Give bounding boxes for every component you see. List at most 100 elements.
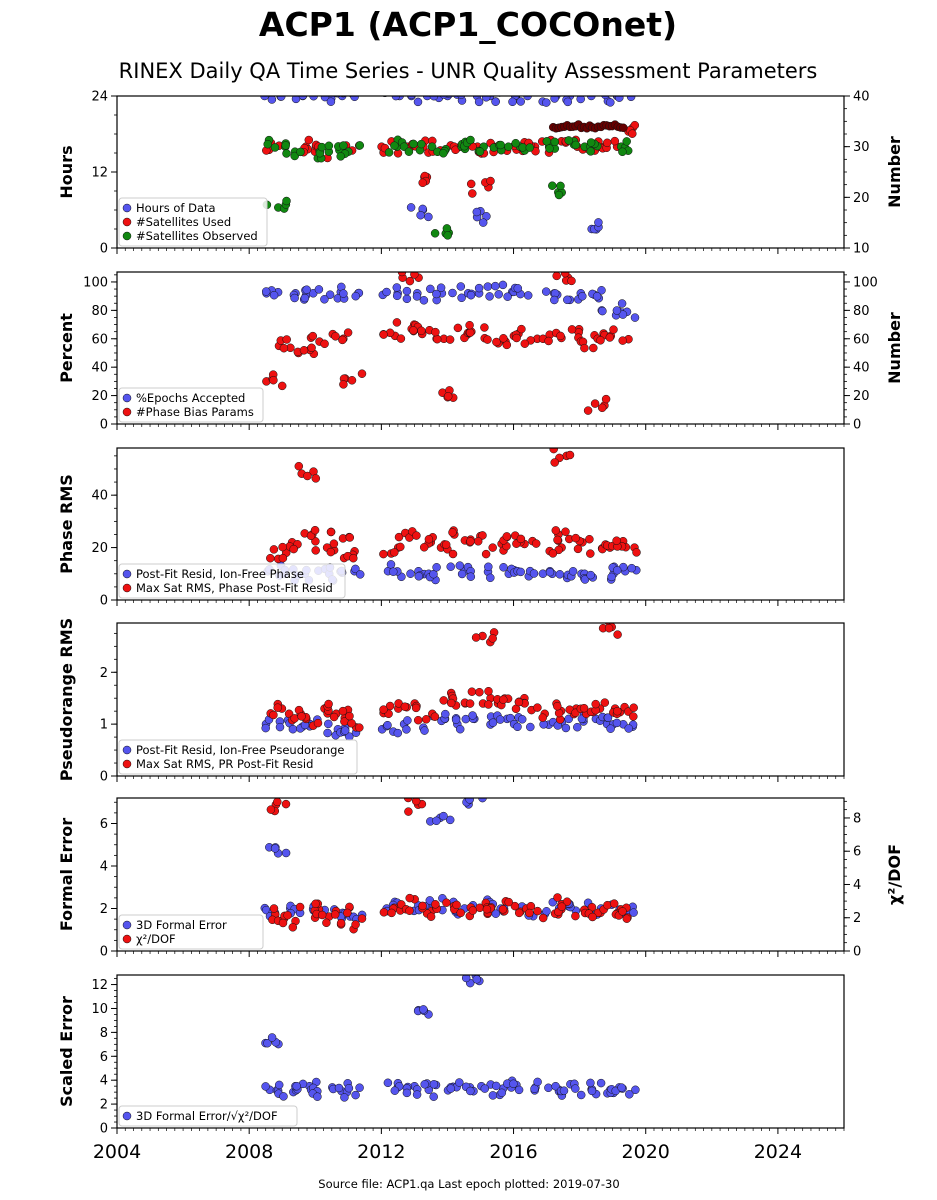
point-p2-0-8-3 (456, 282, 466, 291)
point-p4-0-10-4 (488, 718, 498, 727)
ylabel-p1: Hours (57, 145, 76, 198)
point-p4-0-9-4 (468, 711, 477, 720)
point-p5-0-17-4 (465, 798, 474, 804)
point-p5-1-10-2 (456, 908, 465, 918)
point-p5-1-20-3 (622, 914, 632, 923)
scatter-p1 (260, 85, 640, 240)
point-p2-0-4-4 (351, 291, 360, 301)
point-p1-0-11-0 (523, 96, 532, 101)
point-p2-0-14-4 (592, 292, 602, 301)
point-p3-0-9-4 (484, 562, 493, 572)
point-p2-1-9-4 (445, 335, 455, 344)
point-p1-2-15-4 (622, 137, 631, 146)
point-p1-2-2-4 (317, 142, 327, 152)
point-p3-1-4-3 (326, 527, 336, 537)
legend-marker-p3-0 (122, 569, 132, 579)
point-p4-1-20-2 (629, 712, 638, 721)
point-p2-1-14-2 (512, 333, 521, 343)
point-p1-0-1-3 (299, 86, 307, 94)
point-p3-1-21-2 (303, 471, 312, 481)
point-p2-0-1-3 (290, 293, 299, 303)
figure-subtitle: RINEX Daily QA Time Series - UNR Quality… (119, 59, 818, 83)
point-p4-1-8-4 (413, 715, 423, 725)
xtick-label-5: 2024 (754, 1141, 802, 1163)
legend-label-p2-0: %Epochs Accepted (136, 391, 245, 405)
point-p4-0-6-3 (402, 725, 411, 734)
point-p5-1-11-3 (468, 906, 478, 915)
point-p2-0-12-1 (541, 287, 551, 296)
point-p3-1-0-3 (278, 553, 288, 563)
point-p4-0-1-3 (288, 724, 298, 734)
point-p1-2-1-3 (290, 151, 299, 161)
point-p4-1-0-3 (273, 703, 282, 712)
point-p1-0-16-3 (424, 212, 433, 222)
point-p5-1-1-3 (278, 918, 288, 928)
point-p3-0-9-3 (486, 573, 495, 583)
ytick-right-label-p1-3: 40 (853, 90, 870, 105)
point-p6-0-23-4 (267, 1033, 277, 1042)
point-p1-0-10-2 (497, 85, 505, 93)
ytick-label-p2-3: 60 (91, 332, 108, 347)
point-p2-1-4-1 (338, 335, 347, 345)
point-p2-0-10-3 (498, 280, 508, 290)
ytick-label-p2-0: 0 (100, 418, 108, 433)
point-p2-1-9-3 (431, 327, 440, 337)
series-p3-1 (266, 448, 641, 564)
point-p3-1-10-3 (448, 528, 457, 537)
point-p1-0-16-2 (406, 203, 416, 212)
point-p1-0-4-4 (400, 86, 408, 94)
ylabel-right-p1: Number (885, 136, 904, 208)
point-p6-0-23-1 (263, 1038, 272, 1048)
legend-marker-p1-0 (122, 203, 132, 213)
point-p6-0-4-4 (334, 1083, 344, 1093)
point-p5-1-13-4 (498, 905, 508, 914)
point-p6-0-14-4 (514, 1085, 524, 1095)
point-p4-0-11-3 (513, 722, 522, 732)
source-footer: Source file: ACP1.qa Last epoch plotted:… (318, 1177, 619, 1191)
ytick-label-p4-0: 0 (100, 770, 108, 785)
point-p4-0-0-2 (275, 722, 285, 732)
point-p1-0-14-1 (604, 86, 612, 94)
legend-box-p5 (118, 914, 264, 950)
ytick-right-label-p2-3: 60 (853, 332, 870, 347)
point-p3-1-16-1 (551, 526, 561, 535)
ytick-label-p3-1: 20 (91, 541, 108, 556)
point-p4-1-1-4 (290, 714, 299, 723)
point-p3-1-3-2 (329, 539, 339, 548)
point-p5-1-0-2 (269, 904, 279, 913)
ytick-label-p6-5: 10 (91, 1002, 108, 1017)
point-p2-1-4-4 (331, 332, 340, 341)
point-p1-0-14-4 (601, 96, 610, 100)
point-p6-0-8-4 (420, 1080, 429, 1089)
point-p2-0-0-3 (261, 287, 271, 296)
panel-p5: 0 2 4 6 0 2 4 6 8 χ²/DOF Formal Error 3D Formal Err… (57, 797, 904, 960)
point-p4-0-13-1 (561, 723, 571, 733)
point-p1-2-16-3 (282, 196, 291, 206)
point-p2-0-6-1 (419, 296, 429, 305)
point-p1-0-14-0 (587, 96, 596, 101)
point-p1-0-17-4 (472, 207, 482, 217)
point-p6-0-8-1 (412, 1090, 422, 1099)
point-p1-0-3-4 (350, 96, 359, 102)
point-p1-2-13-3 (564, 136, 573, 145)
point-p1-1-18-2 (468, 189, 477, 198)
legend-p4: Post-Fit Resid, Ion-Free PseudorangeMax … (118, 739, 358, 775)
point-p6-0-5-4 (344, 1083, 354, 1093)
point-p1-1-15-4 (602, 138, 612, 148)
point-p5-1-13-3 (504, 897, 513, 907)
legend-marker-p5-1 (122, 934, 132, 944)
point-p2-1-3-2 (320, 339, 329, 349)
point-p5-1-8-4 (426, 912, 436, 921)
point-p2-1-4-2 (343, 328, 353, 337)
point-p4-0-7-3 (441, 709, 450, 719)
point-p5-1-6-1 (379, 908, 389, 917)
point-p1-2-17-2 (430, 229, 440, 238)
legend-label-p1-2: #Satellites Observed (136, 229, 258, 243)
point-p1-2-9-4 (475, 147, 485, 156)
point-p4-0-16-3 (612, 718, 622, 728)
point-p6-0-12-4 (491, 1081, 501, 1091)
ytick-label-p5-1: 2 (100, 902, 108, 917)
point-p4-1-12-1 (484, 700, 493, 709)
point-p3-0-8-3 (457, 569, 467, 579)
